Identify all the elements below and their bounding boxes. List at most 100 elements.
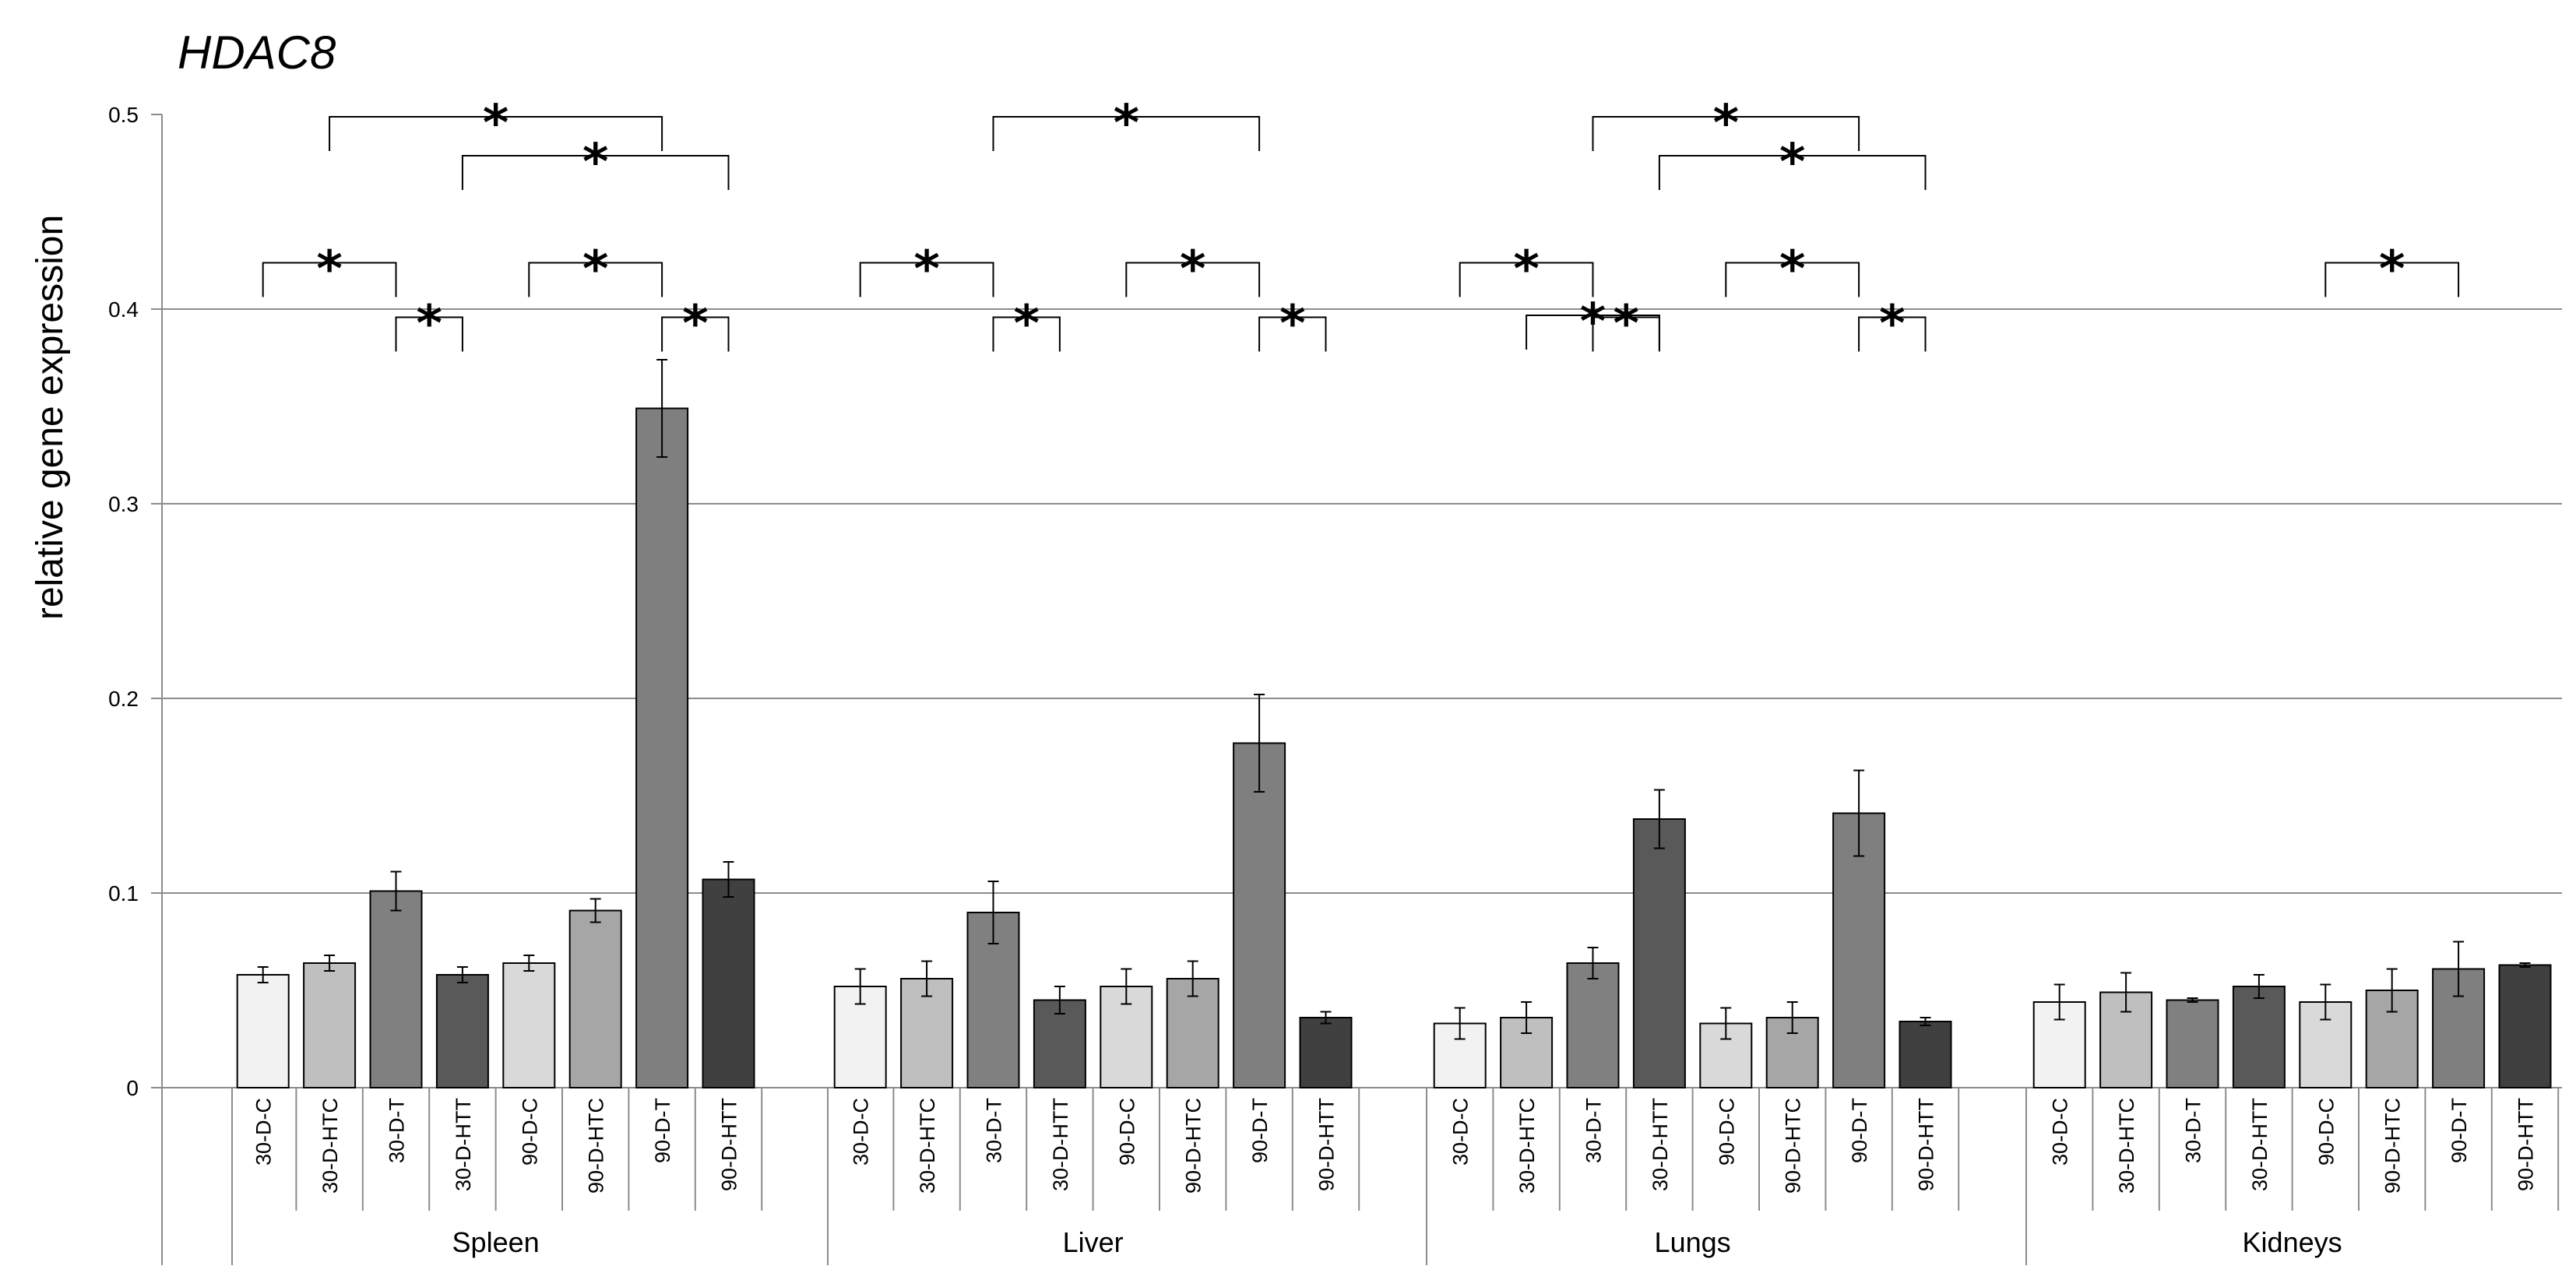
significance-star: * bbox=[483, 95, 509, 153]
x-tick-label: 90-D-HTT bbox=[1915, 1098, 1938, 1191]
bar-spleen-90-d-c bbox=[502, 962, 556, 1088]
y-tick-label: 0.2 bbox=[108, 687, 139, 711]
significance-bracket bbox=[1258, 316, 1327, 352]
y-tick-label: 0.5 bbox=[108, 103, 139, 127]
chart-title: HDAC8 bbox=[178, 26, 336, 79]
x-tick-label: 30-D-HTT bbox=[452, 1098, 475, 1191]
significance-bracket bbox=[1725, 262, 1860, 297]
group-label: Liver bbox=[1063, 1226, 1124, 1258]
significance-bracket bbox=[992, 316, 1061, 352]
significance-star: * bbox=[582, 241, 608, 299]
x-tick-label: 90-D-T bbox=[651, 1098, 674, 1163]
significance-bracket bbox=[395, 316, 463, 352]
y-axis-label: relative gene expression bbox=[30, 215, 71, 620]
group-label: Lungs bbox=[1655, 1226, 1731, 1258]
y-tick-label: 0.1 bbox=[108, 881, 139, 905]
x-tick-label: 90-D-T bbox=[1848, 1098, 1871, 1163]
x-tick-label: 30-D-HTC bbox=[1515, 1098, 1539, 1194]
x-tick-label: 90-D-HTT bbox=[718, 1098, 741, 1191]
x-tick-label: 30-D-HTC bbox=[2115, 1098, 2138, 1194]
bar-spleen-90-d-htt bbox=[702, 878, 755, 1088]
x-tick-label: 90-D-HTC bbox=[2381, 1098, 2405, 1194]
plot-area: 30-D-C 30-D-HTC 30-D-T 30-D-HTT 90-D-C 90-D-H… bbox=[236, 95, 2560, 1258]
y-tick-label: 0.3 bbox=[108, 492, 139, 516]
significance-star: * bbox=[1180, 241, 1205, 299]
bar-spleen-30-d-t bbox=[369, 890, 423, 1088]
group-lungs: 30-D-C 30-D-HTC 30-D-T 30-D-HTT 90-D-C 90-D-H… bbox=[1433, 95, 1960, 1258]
bar-spleen-90-d-htc bbox=[568, 909, 622, 1088]
significance-star: * bbox=[682, 296, 708, 353]
significance-star: * bbox=[1713, 95, 1739, 153]
bar-liver-90-d-t bbox=[1233, 742, 1286, 1088]
significance-star: * bbox=[582, 134, 608, 192]
significance-star: * bbox=[316, 241, 342, 299]
significance-bracket bbox=[1858, 316, 1927, 352]
significance-star: * bbox=[1779, 241, 1805, 299]
x-tick-label: 30-D-C bbox=[850, 1098, 873, 1166]
x-tick-label: 90-D-T bbox=[2448, 1098, 2471, 1163]
significance-star: * bbox=[1279, 296, 1305, 353]
x-tick-label: 90-D-T bbox=[1248, 1098, 1272, 1163]
group-spleen: 30-D-C 30-D-HTC 30-D-T 30-D-HTT 90-D-C 90-D-H… bbox=[236, 95, 763, 1258]
significance-bracket bbox=[1658, 155, 1927, 190]
significance-star: * bbox=[1779, 134, 1805, 192]
bar-kidneys-90-d-htt bbox=[2498, 964, 2552, 1088]
gridlines bbox=[162, 308, 2562, 894]
group-kidneys: 30-D-C 30-D-HTC 30-D-T 30-D-HTT 90-D-C 90-D-H… bbox=[2032, 241, 2560, 1258]
x-tick-label: 90-D-HTT bbox=[1315, 1098, 1339, 1191]
significance-star: * bbox=[1114, 95, 1139, 153]
x-tick-label: 90-D-HTT bbox=[2514, 1098, 2538, 1191]
x-tick-label: 30-D-HTC bbox=[318, 1098, 342, 1194]
significance-bracket bbox=[2324, 262, 2460, 297]
significance-bracket bbox=[859, 262, 994, 297]
y-tick-label: 0.4 bbox=[108, 297, 139, 322]
significance-bracket bbox=[1459, 262, 1594, 297]
x-tick-label: 90-D-C bbox=[1715, 1098, 1738, 1166]
x-tick-label: 30-D-HTT bbox=[2248, 1098, 2272, 1191]
bar-liver-90-d-htt bbox=[1299, 1017, 1353, 1088]
significance-star: * bbox=[2379, 241, 2405, 299]
x-tick-label: 30-D-C bbox=[1449, 1098, 1473, 1166]
x-tick-label: 90-D-HTC bbox=[1782, 1098, 1805, 1194]
group-label: Kidneys bbox=[2243, 1226, 2342, 1258]
significance-bracket bbox=[528, 262, 663, 297]
x-tick-label: 30-D-T bbox=[385, 1098, 409, 1163]
significance-star: * bbox=[913, 241, 939, 299]
significance-bracket bbox=[1592, 116, 1860, 151]
bar-lungs-90-d-htt bbox=[1899, 1021, 1952, 1088]
significance-bracket bbox=[1592, 316, 1660, 352]
significance-star: * bbox=[1513, 241, 1539, 299]
x-tick-label: 90-D-C bbox=[2314, 1098, 2338, 1166]
x-tick-label: 30-D-HTT bbox=[1049, 1098, 1072, 1191]
x-tick-label: 30-D-T bbox=[983, 1098, 1006, 1163]
significance-bracket bbox=[661, 316, 730, 352]
group-liver: 30-D-C 30-D-HTC 30-D-T 30-D-HTT 90-D-C 90-D-H… bbox=[833, 95, 1360, 1258]
significance-star: * bbox=[1013, 296, 1039, 353]
bar-lungs-30-d-c bbox=[1433, 1022, 1487, 1088]
bar-lungs-30-d-htt bbox=[1632, 818, 1686, 1088]
x-tick-label: 30-D-C bbox=[252, 1098, 276, 1166]
x-tick-label: 30-D-C bbox=[2049, 1098, 2072, 1166]
bar-lungs-30-d-t bbox=[1566, 962, 1620, 1088]
bar-liver-90-d-c bbox=[1100, 986, 1153, 1088]
bar-liver-30-d-htc bbox=[900, 978, 954, 1088]
bar-spleen-90-d-t bbox=[635, 407, 689, 1088]
x-tick-label: 30-D-T bbox=[2182, 1098, 2205, 1163]
x-tick-label: 90-D-HTC bbox=[585, 1098, 608, 1194]
significance-bracket bbox=[329, 116, 663, 151]
significance-star: * bbox=[1613, 296, 1638, 353]
bar-liver-90-d-htc bbox=[1166, 978, 1219, 1088]
x-tick-label: 30-D-HTC bbox=[916, 1098, 939, 1194]
significance-bracket bbox=[1125, 262, 1261, 297]
x-tick-label: 90-D-C bbox=[518, 1098, 541, 1166]
x-tick-label: 90-D-HTC bbox=[1182, 1098, 1205, 1194]
significance-star: * bbox=[1879, 296, 1905, 353]
bar-lungs-90-d-t bbox=[1832, 812, 1886, 1088]
significance-bracket bbox=[262, 262, 397, 297]
significance-bracket bbox=[461, 155, 730, 190]
axes: 0 0.1 0.2 0.3 0.4 0.5 bbox=[108, 103, 2562, 1265]
x-tick-label: 30-D-T bbox=[1582, 1098, 1606, 1163]
y-tick-label: 0 bbox=[126, 1076, 139, 1100]
bar-spleen-30-d-htc bbox=[303, 962, 357, 1088]
